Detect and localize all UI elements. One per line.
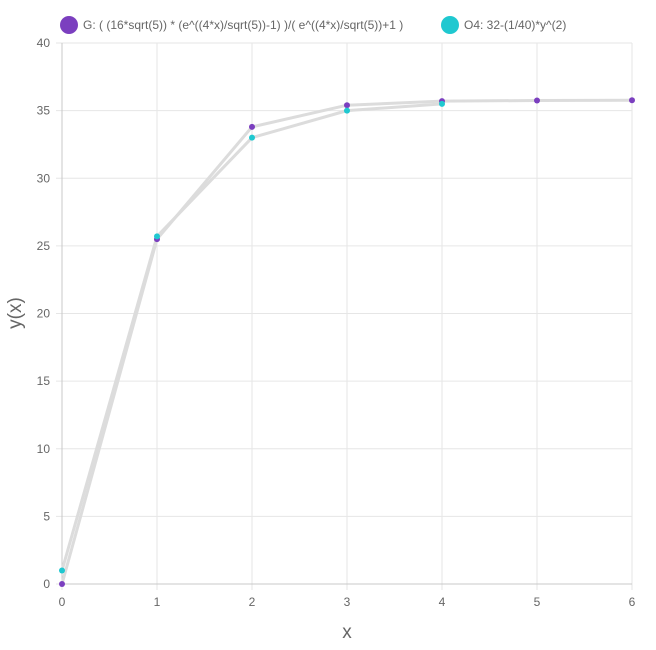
y-tick-label: 40: [37, 36, 51, 50]
y-tick-label: 15: [37, 374, 51, 388]
y-tick-label: 30: [37, 171, 51, 185]
legend-swatch-o4: [441, 16, 459, 34]
legend-label-g: G: ( (16*sqrt(5)) * (e^((4*x)/sqrt(5))-1…: [83, 18, 403, 32]
x-tick-label: 2: [249, 595, 256, 609]
data-point-o4[interactable]: [249, 134, 255, 141]
y-tick-label: 20: [37, 307, 51, 321]
y-tick-label: 5: [43, 509, 50, 523]
data-point-g[interactable]: [534, 97, 540, 104]
legend-label-o4: O4: 32-(1/40)*y^(2): [464, 18, 566, 32]
legend-swatch-g: [60, 16, 78, 34]
data-point-o4[interactable]: [439, 100, 445, 107]
x-tick-label: 3: [344, 595, 351, 609]
legend-item-o4[interactable]: O4: 32-(1/40)*y^(2): [441, 16, 566, 34]
x-tick-label: 6: [629, 595, 636, 609]
data-point-o4[interactable]: [344, 107, 350, 114]
series-points: [59, 97, 635, 587]
data-point-g[interactable]: [344, 102, 350, 109]
x-tick-label: 4: [439, 595, 446, 609]
legend-item-g[interactable]: G: ( (16*sqrt(5)) * (e^((4*x)/sqrt(5))-1…: [60, 16, 403, 34]
x-tick-label: 5: [534, 595, 541, 609]
data-point-g[interactable]: [249, 123, 255, 130]
y-tick-label: 0: [43, 577, 50, 591]
data-point-g[interactable]: [629, 97, 635, 104]
x-axis-title: x: [342, 622, 352, 643]
y-tick-label: 10: [37, 442, 51, 456]
y-tick-label: 35: [37, 104, 51, 118]
x-tick-labels: 0 1 2 3 4 5 6: [59, 595, 636, 609]
y-tick-label: 25: [37, 239, 51, 253]
grid: [56, 42, 633, 590]
y-tick-labels: 0 5 10 15 20 25 30 35 40: [37, 36, 51, 591]
data-point-g[interactable]: [59, 581, 65, 587]
x-tick-label: 1: [154, 595, 161, 609]
legend: G: ( (16*sqrt(5)) * (e^((4*x)/sqrt(5))-1…: [60, 16, 566, 34]
y-axis-title: y(x): [5, 297, 26, 329]
data-point-o4[interactable]: [59, 567, 65, 574]
data-point-o4[interactable]: [154, 233, 160, 240]
x-tick-label: 0: [59, 595, 66, 609]
